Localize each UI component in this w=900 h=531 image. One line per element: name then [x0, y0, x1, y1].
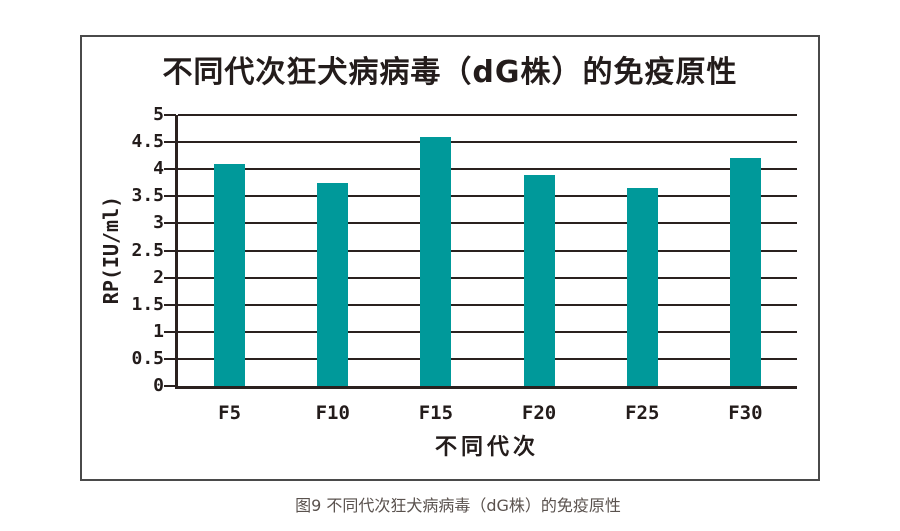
- y-tick-label-0.5: 0.5: [131, 347, 164, 369]
- gridline-5: [178, 114, 797, 116]
- bar-F25: [626, 188, 658, 386]
- chart-title: 不同代次狂犬病病毒（dG株）的免疫原性: [162, 55, 738, 90]
- bar-F30: [729, 158, 761, 386]
- x-axis-title: 不同代次: [434, 435, 539, 460]
- figure-caption: 图9 不同代次狂犬病病毒（dG株）的免疫原性: [295, 496, 621, 515]
- bar-F15: [420, 136, 452, 386]
- gridline-0.5: [178, 357, 797, 360]
- bar-F5: [214, 163, 246, 386]
- y-axis-tick-4.5: [164, 141, 176, 144]
- y-axis-tick-2.5: [164, 249, 176, 252]
- y-axis-line: [175, 115, 178, 386]
- y-tick-label-1.5: 1.5: [131, 293, 164, 315]
- gridline-3: [178, 222, 797, 225]
- y-tick-label-2.5: 2.5: [131, 239, 164, 261]
- y-axis-tick-0.5: [164, 357, 176, 360]
- bar-F20: [523, 174, 555, 386]
- x-tick-label-F5: F5: [218, 402, 242, 424]
- gridline-3.5: [178, 195, 797, 198]
- y-tick-label-4: 4: [153, 158, 164, 180]
- gridline-2: [178, 276, 797, 279]
- gridline-2.5: [178, 249, 797, 252]
- y-tick-label-3.5: 3.5: [131, 185, 164, 207]
- x-axis-line: [175, 386, 797, 389]
- y-tick-label-4.5: 4.5: [131, 131, 164, 153]
- gridline-1: [178, 330, 797, 333]
- x-tick-label-F15: F15: [418, 402, 454, 424]
- y-axis-tick-4: [164, 168, 176, 171]
- y-axis-tick-3.5: [164, 195, 176, 198]
- x-tick-label-F30: F30: [728, 402, 763, 424]
- gridline-1.5: [178, 303, 797, 306]
- y-axis-tick-5: [164, 114, 176, 116]
- y-tick-label-3: 3: [153, 212, 164, 234]
- y-tick-label-1: 1: [153, 320, 164, 342]
- bar-F10: [317, 182, 349, 386]
- x-tick-label-F25: F25: [625, 402, 660, 424]
- y-axis-tick-1.5: [164, 303, 176, 306]
- x-tick-label-F20: F20: [521, 402, 557, 424]
- x-tick-label-F10: F10: [315, 402, 350, 424]
- gridline-4.5: [178, 141, 797, 144]
- y-axis-tick-0: [164, 385, 176, 387]
- gridline-4: [178, 168, 797, 171]
- y-axis-tick-2: [164, 276, 176, 279]
- y-tick-label-5: 5: [153, 104, 164, 125]
- y-tick-label-0: 0: [153, 375, 164, 396]
- y-tick-label-2: 2: [153, 266, 164, 288]
- y-axis-tick-3: [164, 222, 176, 225]
- y-axis-tick-1: [164, 330, 176, 333]
